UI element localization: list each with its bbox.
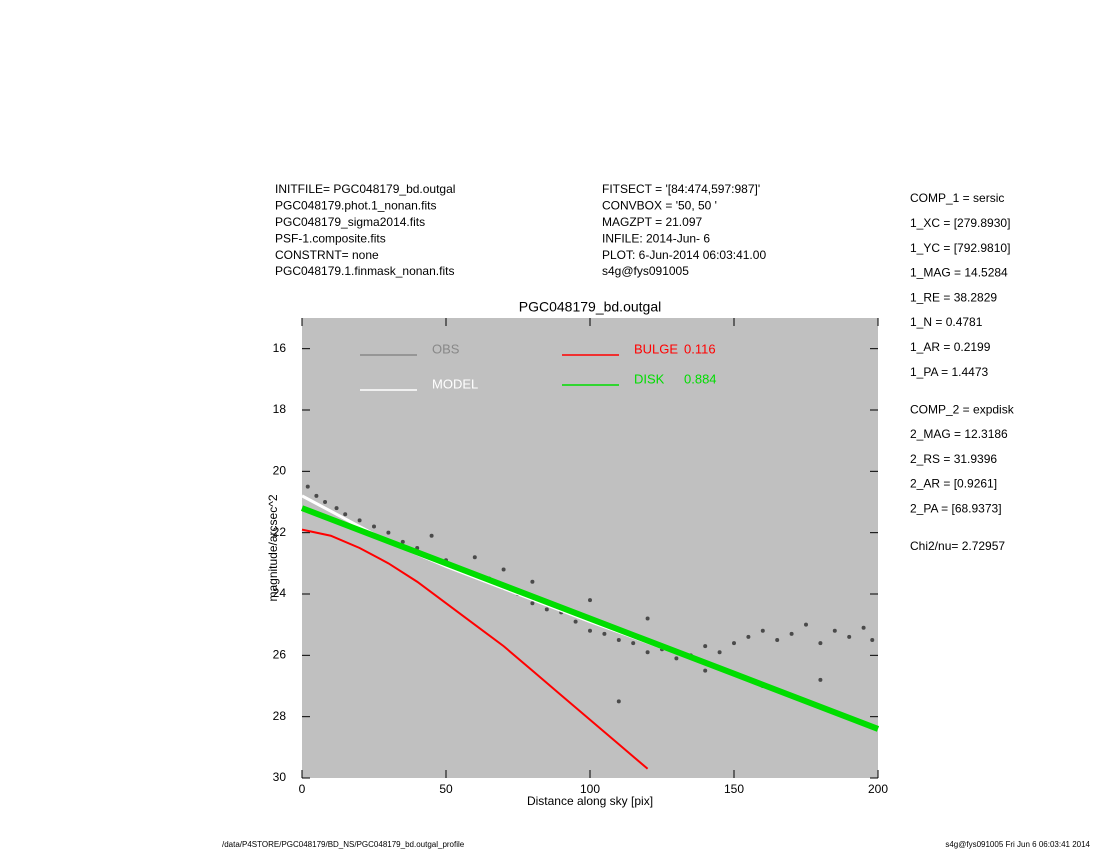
y-tick-label: 30 [273, 770, 287, 784]
obs-point [703, 668, 708, 673]
header-line: PGC048179.phot.1_nonan.fits [275, 199, 436, 213]
obs-point [386, 530, 391, 535]
fit-param: COMP_1 = sersic [910, 191, 1004, 205]
header-line: INFILE: 2014-Jun- 6 [602, 231, 710, 245]
fit-param: 2_RS = 31.9396 [910, 452, 997, 466]
fit-param: 1_N = 0.4781 [910, 315, 983, 329]
obs-point [818, 641, 823, 646]
chart-title: PGC048179_bd.outgal [519, 299, 661, 315]
header-line: PGC048179.1.finmask_nonan.fits [275, 264, 454, 278]
fit-param: 2_AR = [0.9261] [910, 477, 997, 491]
y-tick-label: 28 [273, 709, 287, 723]
legend-label: BULGE [634, 341, 678, 356]
footer-stamp: s4g@fys091005 Fri Jun 6 06:03:41 2014 [945, 840, 1090, 849]
y-tick-label: 16 [273, 341, 287, 355]
obs-point [818, 677, 823, 682]
x-tick-label: 150 [724, 782, 744, 796]
obs-point [544, 607, 549, 612]
obs-point [588, 628, 592, 633]
obs-point [717, 650, 722, 655]
obs-point [703, 644, 708, 649]
y-axis-label: magnitude/arcsec^2 [266, 494, 280, 601]
model-line [300, 505, 880, 732]
obs-point [789, 631, 794, 636]
y-tick-label: 26 [273, 648, 287, 662]
y-tick-label: 18 [273, 402, 287, 416]
fit-param: 1_AR = 0.2199 [910, 340, 991, 354]
obs-point [588, 598, 592, 603]
plot-area [302, 318, 878, 778]
x-tick-label: 200 [868, 782, 888, 796]
fit-param: Chi2/nu= 2.72957 [910, 539, 1005, 553]
obs-point [323, 500, 328, 504]
fit-param: 1_RE = 38.2829 [910, 290, 997, 304]
obs-point [732, 641, 736, 646]
obs-point [645, 650, 650, 655]
x-tick-label: 0 [299, 782, 306, 796]
x-tick-label: 100 [580, 782, 600, 796]
header-line: PSF-1.composite.fits [275, 231, 386, 245]
obs-point [501, 567, 506, 572]
x-axis-label: Distance along sky [pix] [527, 794, 653, 808]
model-line [301, 528, 649, 770]
fit-param: COMP_2 = expdisk [910, 402, 1015, 416]
obs-point [357, 518, 362, 523]
obs-point [804, 622, 808, 627]
obs-point [674, 656, 679, 661]
legend-label: DISK [634, 371, 665, 386]
obs-point [746, 634, 751, 639]
obs-point [573, 619, 578, 624]
legend-fraction: 0.884 [684, 371, 717, 386]
x-tick-label: 50 [439, 782, 453, 796]
obs-point [334, 506, 339, 511]
obs-point [645, 616, 650, 621]
fit-param: 2_PA = [68.9373] [910, 501, 1002, 515]
obs-point [530, 601, 535, 606]
legend-label: MODEL [432, 376, 478, 391]
fit-param: 1_PA = 1.4473 [910, 365, 989, 379]
header-line: PGC048179_sigma2014.fits [275, 215, 425, 229]
header-line: FITSECT = '[84:474,597:987]' [602, 182, 760, 196]
obs-point [616, 638, 621, 642]
fit-param: 2_MAG = 12.3186 [910, 427, 1008, 441]
legend-label: OBS [432, 341, 460, 356]
header-line: CONVBOX = '50, 50 ' [602, 199, 717, 213]
obs-point [530, 579, 535, 584]
obs-point [832, 628, 837, 633]
obs-point [400, 539, 405, 544]
obs-point [602, 631, 607, 636]
obs-point [870, 638, 875, 642]
obs-point [314, 493, 319, 498]
fit-param: 1_XC = [279.8930] [910, 216, 1010, 230]
y-tick-label: 22 [273, 525, 287, 539]
header-line: CONSTRNT= none [275, 248, 379, 262]
footer-path: /data/P4STORE/PGC048179/BD_NS/PGC048179_… [222, 840, 465, 849]
obs-point [616, 699, 621, 704]
header-line: MAGZPT = 21.097 [602, 215, 702, 229]
obs-point [429, 533, 434, 538]
header-line: INITFILE= PGC048179_bd.outgal [275, 182, 455, 196]
obs-point [760, 628, 765, 633]
y-tick-label: 24 [273, 586, 287, 600]
obs-point [305, 484, 310, 489]
header-line: PLOT: 6-Jun-2014 06:03:41.00 [602, 248, 766, 262]
obs-point [343, 512, 348, 517]
obs-point [372, 524, 376, 529]
fit-param: 1_YC = [792.9810] [910, 241, 1010, 255]
fit-param: 1_MAG = 14.5284 [910, 266, 1008, 280]
y-tick-label: 20 [273, 464, 287, 478]
obs-point [775, 638, 780, 642]
obs-point [631, 641, 636, 646]
legend-fraction: 0.116 [684, 341, 716, 356]
header-line: s4g@fys091005 [602, 264, 689, 278]
obs-point [847, 634, 852, 639]
obs-point [472, 555, 477, 560]
obs-point [861, 625, 866, 630]
